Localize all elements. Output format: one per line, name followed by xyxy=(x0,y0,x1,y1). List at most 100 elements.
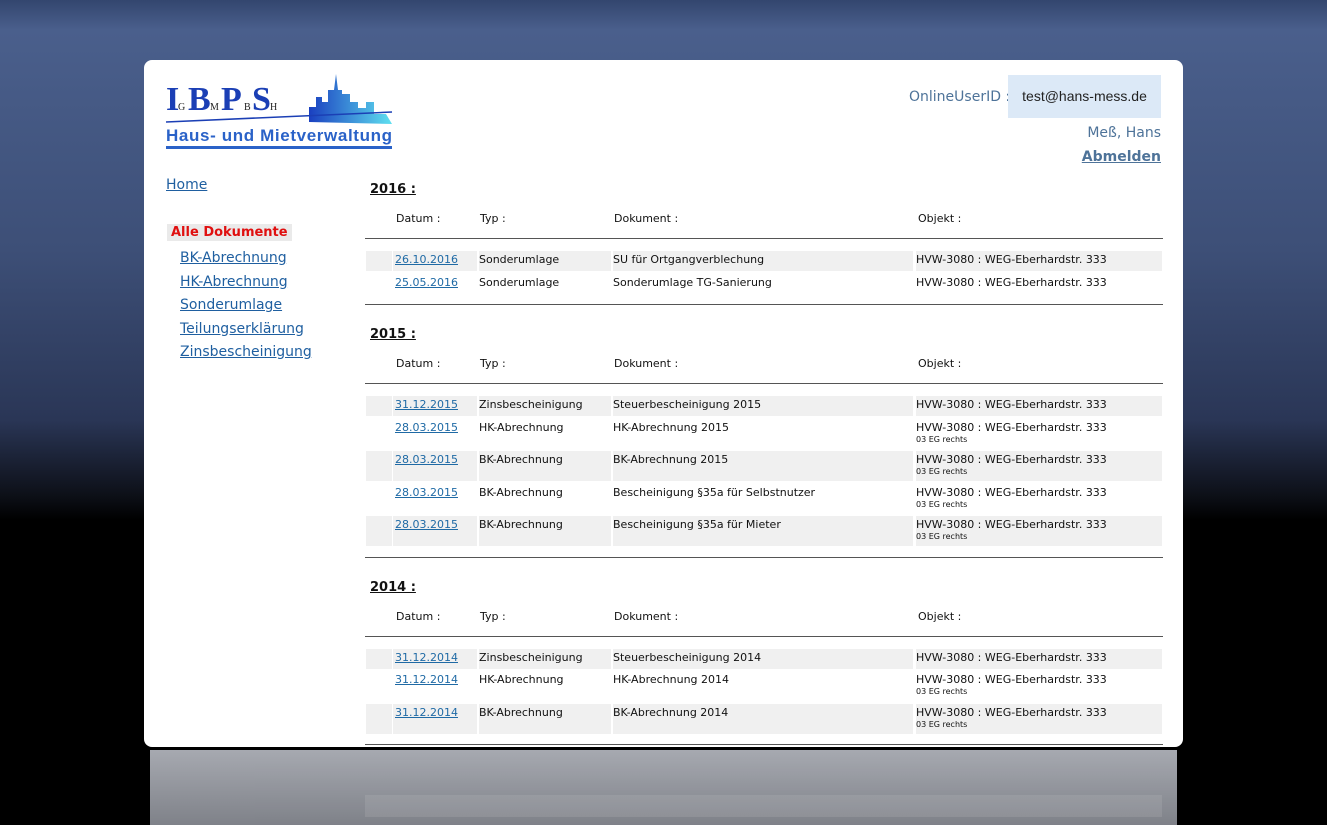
document-rows: 31.12.2014 Zinsbescheinigung Steuerbesch… xyxy=(365,637,1163,745)
document-category-nav: BK-Abrechnung HK-Abrechnung Sonderumlage… xyxy=(180,250,312,368)
document-type: HK-Abrechnung xyxy=(479,673,564,686)
svg-text:G: G xyxy=(178,102,185,113)
svg-text:P: P xyxy=(221,81,242,118)
header-typ: Typ : xyxy=(480,609,506,623)
document-type: BK-Abrechnung xyxy=(479,485,563,499)
document-type: Zinsbescheinigung xyxy=(479,396,611,416)
header-objekt: Objekt : xyxy=(918,357,962,370)
document-date-link[interactable]: 28.03.2015 xyxy=(395,420,458,434)
document-type: Zinsbescheinigung xyxy=(479,648,611,669)
document-object: HVW-3080 : WEG-Eberhardstr. 333 xyxy=(916,253,1107,266)
online-user-id-value: test@hans-mess.de xyxy=(1008,75,1161,118)
document-title: Sonderumlage TG-Sanierung xyxy=(613,275,772,289)
object-unit: 03 EG rechts xyxy=(916,499,968,509)
document-date-link[interactable]: 26.10.2016 xyxy=(395,253,458,266)
document-object: HVW-3080 : WEG-Eberhardstr. 333 xyxy=(916,673,1107,686)
online-user-id-label: OnlineUserID : xyxy=(909,89,1011,105)
document-object: HVW-3080 : WEG-Eberhardstr. 333 xyxy=(916,705,1107,719)
year-heading: 2014 : xyxy=(370,579,416,595)
nav-all-documents-active[interactable]: Alle Dokumente xyxy=(167,224,292,241)
table-row: 31.12.2014 HK-Abrechnung HK-Abrechnung 2… xyxy=(365,671,1163,701)
document-rows: 31.12.2015 Zinsbescheinigung Steuerbesch… xyxy=(365,384,1163,558)
row-spacer xyxy=(366,648,392,669)
row-spacer xyxy=(366,251,392,271)
document-title: HK-Abrechnung 2015 xyxy=(613,420,730,434)
year-heading: 2016 : xyxy=(370,182,416,197)
header-objekt: Objekt : xyxy=(918,609,962,623)
object-unit: 03 EG rechts xyxy=(916,467,968,476)
company-logo: I G B M P B S H Haus- und Mietverwaltung xyxy=(165,74,393,149)
row-spacer xyxy=(366,396,392,416)
header-dokument: Dokument : xyxy=(614,357,679,370)
header-typ: Typ : xyxy=(480,212,506,225)
document-type: BK-Abrechnung xyxy=(479,703,611,734)
document-object: HVW-3080 : WEG-Eberhardstr. 333 xyxy=(916,650,1107,664)
document-rows: 26.10.2016 Sonderumlage SU für Ortgangve… xyxy=(365,239,1163,305)
document-date-link[interactable]: 31.12.2015 xyxy=(395,398,458,411)
nav-home-link[interactable]: Home xyxy=(166,177,208,193)
nav-item-teilungserklaerung[interactable]: Teilungserklärung xyxy=(180,320,304,337)
object-unit: 03 EG rechts xyxy=(916,687,968,696)
document-date-link[interactable]: 31.12.2014 xyxy=(395,673,458,686)
card-reflection xyxy=(150,750,1177,825)
column-headers: Datum : Typ : Dokument : Objekt : xyxy=(365,600,1163,637)
document-object: HVW-3080 : WEG-Eberhardstr. 333 xyxy=(916,398,1107,411)
object-unit: 03 EG rechts xyxy=(916,434,968,444)
document-object: HVW-3080 : WEG-Eberhardstr. 333 xyxy=(916,485,1107,499)
document-type: BK-Abrechnung xyxy=(479,451,611,481)
document-type: BK-Abrechnung xyxy=(479,516,611,546)
documents-list: 2016 : Datum : Typ : Dokument : Objekt :… xyxy=(365,180,1163,765)
nav-item-bk-abrechnung[interactable]: BK-Abrechnung xyxy=(180,250,287,266)
svg-text:M: M xyxy=(210,102,219,113)
nav-item-hk-abrechnung[interactable]: HK-Abrechnung xyxy=(180,273,288,290)
row-spacer xyxy=(366,516,392,546)
document-title: Bescheinigung §35a für Mieter xyxy=(613,516,913,546)
table-row: 26.10.2016 Sonderumlage SU für Ortgangve… xyxy=(365,251,1163,271)
logout-link[interactable]: Abmelden xyxy=(1081,149,1161,165)
table-row: 25.05.2016 Sonderumlage Sonderumlage TG-… xyxy=(365,274,1163,294)
document-object: HVW-3080 : WEG-Eberhardstr. 333 xyxy=(916,275,1107,289)
column-headers: Datum : Typ : Dokument : Objekt : xyxy=(365,202,1163,239)
row-spacer xyxy=(366,671,392,701)
document-date-link[interactable]: 28.03.2015 xyxy=(395,518,458,531)
row-spacer xyxy=(366,419,392,449)
document-object: HVW-3080 : WEG-Eberhardstr. 333 xyxy=(916,420,1107,434)
year-group: 2016 : Datum : Typ : Dokument : Objekt :… xyxy=(365,180,1163,305)
column-headers: Datum : Typ : Dokument : Objekt : xyxy=(365,347,1163,384)
document-title: Bescheinigung §35a für Selbstnutzer xyxy=(613,485,816,499)
document-date-link[interactable]: 28.03.2015 xyxy=(395,485,458,499)
header-typ: Typ : xyxy=(480,357,506,370)
row-spacer xyxy=(366,274,392,294)
nav-item-zinsbescheinigung[interactable]: Zinsbescheinigung xyxy=(180,344,312,360)
table-row: 28.03.2015 BK-Abrechnung BK-Abrechnung 2… xyxy=(365,451,1163,481)
document-title: HK-Abrechnung 2014 xyxy=(613,673,730,686)
document-title: BK-Abrechnung 2014 xyxy=(613,703,913,734)
document-type: Sonderumlage xyxy=(479,275,560,289)
document-object: HVW-3080 : WEG-Eberhardstr. 333 xyxy=(916,518,1107,531)
svg-text:I: I xyxy=(166,81,179,118)
document-date-link[interactable]: 31.12.2014 xyxy=(395,650,458,664)
document-title: Steuerbescheinigung 2014 xyxy=(613,648,913,669)
object-unit: 03 EG rechts xyxy=(916,719,968,729)
header-datum: Datum : xyxy=(396,212,441,225)
row-spacer xyxy=(366,703,392,734)
table-row: 31.12.2015 Zinsbescheinigung Steuerbesch… xyxy=(365,396,1163,416)
reflection-row xyxy=(365,795,1162,817)
document-date-link[interactable]: 31.12.2014 xyxy=(395,705,458,719)
row-spacer xyxy=(366,451,392,481)
header-dokument: Dokument : xyxy=(614,609,679,623)
header-dokument: Dokument : xyxy=(614,212,679,225)
table-row: 28.03.2015 BK-Abrechnung Bescheinigung §… xyxy=(365,516,1163,546)
document-title: Steuerbescheinigung 2015 xyxy=(613,396,913,416)
table-row: 28.03.2015 HK-Abrechnung HK-Abrechnung 2… xyxy=(365,419,1163,449)
header-objekt: Objekt : xyxy=(918,212,962,225)
svg-text:B: B xyxy=(188,81,211,118)
document-date-link[interactable]: 25.05.2016 xyxy=(395,275,458,289)
year-heading: 2015 : xyxy=(370,327,416,342)
table-row: 31.12.2014 Zinsbescheinigung Steuerbesch… xyxy=(365,648,1163,669)
document-date-link[interactable]: 28.03.2015 xyxy=(395,453,458,466)
year-group: 2014 : Datum : Typ : Dokument : Objekt :… xyxy=(365,578,1163,745)
row-spacer xyxy=(366,484,392,514)
main-card: I G B M P B S H Haus- und Mietverwaltung… xyxy=(144,60,1183,747)
nav-item-sonderumlage[interactable]: Sonderumlage xyxy=(180,297,283,313)
